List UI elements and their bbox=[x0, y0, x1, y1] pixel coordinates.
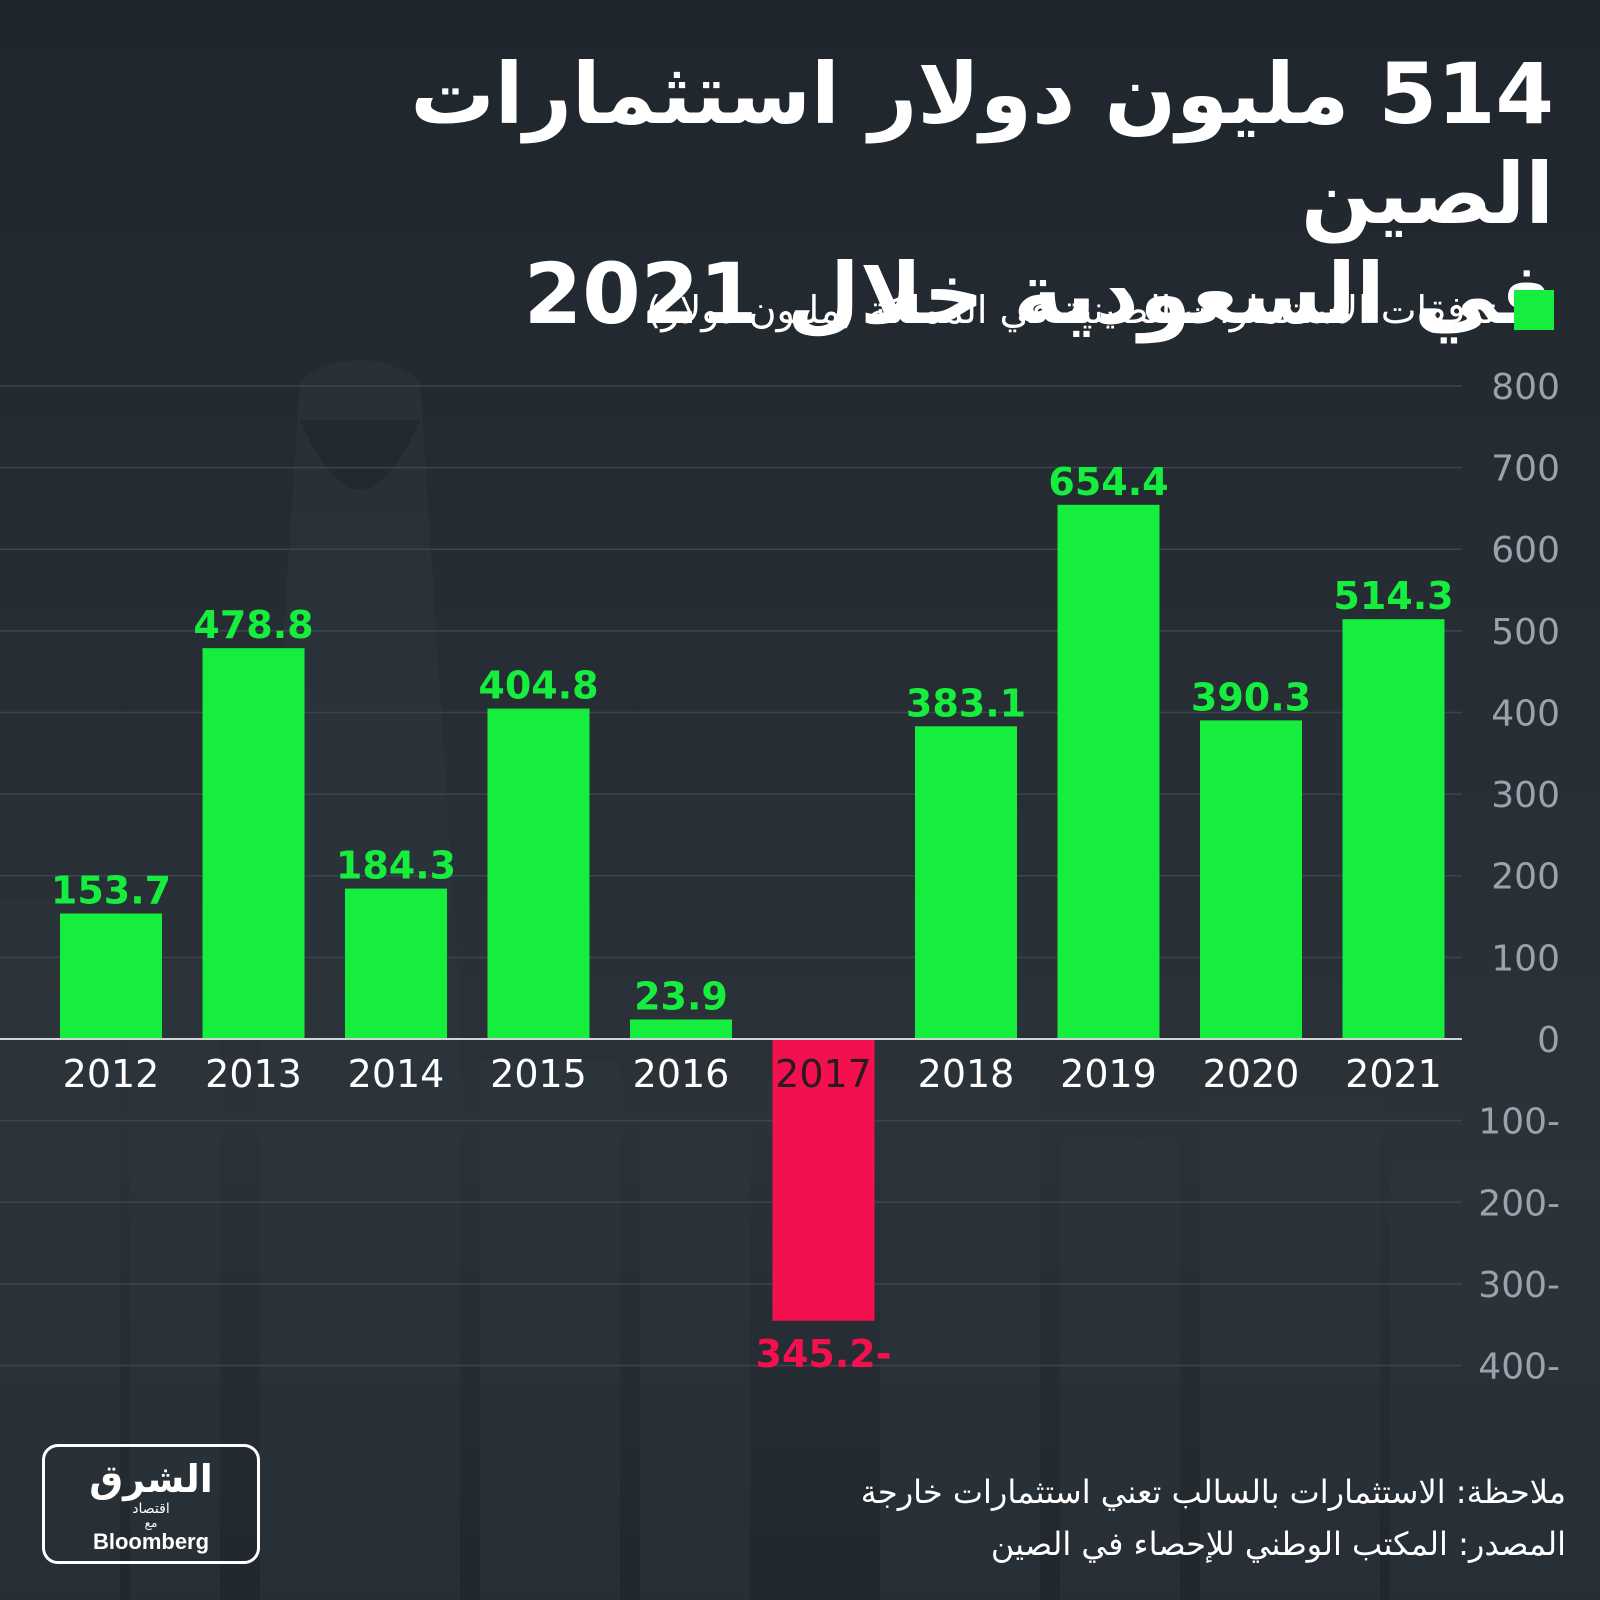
value-label: 514.3 bbox=[1333, 574, 1453, 618]
value-label: 654.4 bbox=[1048, 460, 1168, 504]
legend-swatch bbox=[1514, 290, 1554, 330]
source-note: المصدر: المكتب الوطني للإحصاء في الصين bbox=[990, 1525, 1566, 1563]
value-label: 390.3 bbox=[1191, 675, 1311, 719]
title-line-1: 514 مليون دولار استثمارات الصين bbox=[410, 45, 1554, 243]
x-tick-label: 2021 bbox=[1345, 1052, 1442, 1096]
y-tick-label: 0 bbox=[1537, 1020, 1560, 1061]
logo-name-ar: الشرق bbox=[89, 1457, 213, 1501]
bar-2012 bbox=[60, 913, 162, 1039]
value-label: 478.8 bbox=[193, 603, 313, 647]
bar-2015 bbox=[487, 708, 590, 1039]
x-tick-label: 2018 bbox=[918, 1052, 1015, 1096]
x-tick-label: 2012 bbox=[63, 1052, 160, 1096]
title-line-2: في السعودية خلال 2021 bbox=[523, 245, 1554, 343]
x-tick-label: 2015 bbox=[490, 1052, 587, 1096]
bar-2016 bbox=[630, 1019, 732, 1039]
y-tick-label: 800 bbox=[1491, 367, 1560, 408]
value-labels: 153.7 478.8 184.3 404.8 23.9 345.2- 383.1 654.4… bbox=[51, 460, 1454, 1376]
y-axis-ticks: 800 700 600 500 400 300 200 100 0 100- 200- 300- 400… bbox=[1478, 367, 1560, 1388]
logo-with-ar: مع bbox=[144, 1516, 158, 1530]
y-tick-label: 300- bbox=[1478, 1265, 1560, 1306]
value-label: 153.7 bbox=[51, 869, 171, 913]
x-tick-label: 2013 bbox=[205, 1052, 302, 1096]
y-tick-label: 400- bbox=[1478, 1347, 1560, 1388]
value-label: 345.2- bbox=[756, 1332, 892, 1376]
bar-2014 bbox=[345, 888, 447, 1039]
bars bbox=[60, 504, 1445, 1321]
x-tick-label: 2017 bbox=[775, 1052, 872, 1096]
bar-2017 bbox=[772, 1039, 875, 1321]
x-tick-label: 2016 bbox=[633, 1052, 730, 1096]
y-tick-label: 200 bbox=[1491, 857, 1560, 898]
y-tick-label: 100- bbox=[1478, 1102, 1560, 1143]
y-tick-label: 600 bbox=[1491, 530, 1560, 571]
bar-2013 bbox=[202, 648, 305, 1039]
y-tick-label: 700 bbox=[1491, 449, 1560, 490]
logo-sub-ar: اقتصاد bbox=[132, 1501, 170, 1517]
footer-notes: ملاحظة: الاستثمارات بالسالب تعني استثمار… bbox=[861, 1466, 1566, 1570]
x-tick-label: 2014 bbox=[348, 1052, 445, 1096]
value-label: 23.9 bbox=[634, 974, 728, 1018]
y-tick-label: 500 bbox=[1491, 612, 1560, 653]
y-tick-label: 200- bbox=[1478, 1183, 1560, 1224]
y-tick-label: 300 bbox=[1491, 775, 1560, 816]
bar-2020 bbox=[1200, 720, 1302, 1039]
legend-label: تدفقات الاستثمارات الصينية في المملكة (م… bbox=[646, 288, 1496, 332]
y-tick-label: 400 bbox=[1491, 693, 1560, 734]
bar-2019 bbox=[1057, 504, 1160, 1039]
chart-title: 514 مليون دولار استثمارات الصين في السعو… bbox=[354, 44, 1554, 344]
value-label: 404.8 bbox=[478, 664, 598, 708]
footnote: ملاحظة: الاستثمارات بالسالب تعني استثمار… bbox=[860, 1473, 1566, 1511]
x-axis-labels: 2012 2013 2014 2015 2016 2017 2018 2019 2020 2021 bbox=[63, 1052, 1442, 1096]
value-label: 184.3 bbox=[336, 844, 456, 888]
x-tick-label: 2019 bbox=[1060, 1052, 1157, 1096]
bar-2021 bbox=[1342, 619, 1445, 1039]
logo-name-en: Bloomberg bbox=[92, 1529, 210, 1554]
asharq-bloomberg-logo: الشرق اقتصاد مع Bloomberg bbox=[42, 1444, 260, 1564]
value-label: 383.1 bbox=[906, 681, 1026, 725]
y-tick-label: 100 bbox=[1491, 938, 1560, 979]
x-tick-label: 2020 bbox=[1203, 1052, 1300, 1096]
legend: تدفقات الاستثمارات الصينية في المملكة (م… bbox=[646, 288, 1554, 332]
bar-2018 bbox=[915, 726, 1017, 1039]
